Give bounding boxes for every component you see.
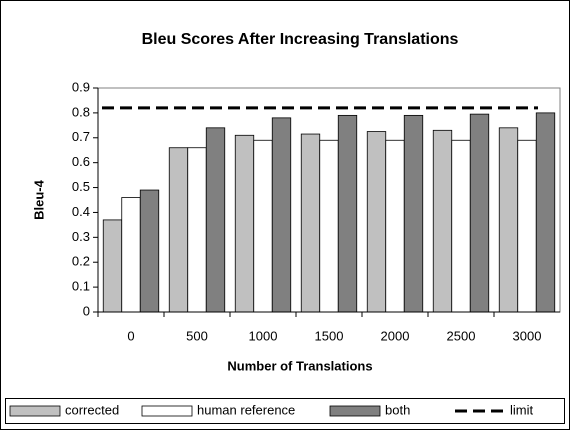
bar: [517, 139, 537, 313]
legend-swatch: [141, 405, 193, 417]
bar: [234, 134, 255, 313]
x-tick-label: 3000: [513, 328, 542, 343]
bar: [205, 127, 226, 313]
bar: [385, 139, 405, 313]
bar: [253, 139, 273, 313]
y-tick-label: 0: [83, 303, 90, 318]
chart-title: Bleu Scores After Increasing Translation…: [142, 31, 459, 48]
bar: [451, 139, 471, 313]
bar: [535, 112, 556, 313]
bar: [366, 131, 387, 313]
bar: [337, 114, 358, 313]
y-tick-label: 0.9: [72, 79, 90, 94]
y-tick-label: 0.6: [72, 154, 90, 169]
legend-swatch: [329, 405, 381, 417]
bar: [139, 189, 160, 313]
x-tick-label: 500: [186, 328, 208, 343]
legend-label: corrected: [65, 402, 119, 417]
x-tick-label: 0: [127, 328, 134, 343]
y-tick-label: 0.4: [72, 204, 90, 219]
x-tick-label: 2000: [381, 328, 410, 343]
y-tick-label: 0.7: [72, 129, 90, 144]
bar: [168, 147, 189, 313]
bar: [469, 113, 490, 313]
y-tick-label: 0.3: [72, 229, 90, 244]
y-tick-label: 0.5: [72, 179, 90, 194]
bar: [121, 197, 141, 313]
bar: [271, 117, 292, 313]
legend-label: human reference: [197, 402, 295, 417]
x-tick-label: 2500: [447, 328, 476, 343]
legend-label: limit: [510, 402, 533, 417]
legend-box: [5, 398, 565, 424]
bar: [319, 139, 339, 313]
bar: [432, 129, 453, 313]
bar: [187, 147, 207, 313]
bar: [403, 114, 424, 313]
y-tick-label: 0.2: [72, 254, 90, 269]
x-tick-label: 1000: [249, 328, 278, 343]
legend-swatch: [9, 405, 61, 417]
bar: [498, 127, 519, 313]
y-tick-label: 0.8: [72, 104, 90, 119]
x-tick-label: 1500: [315, 328, 344, 343]
bar: [300, 133, 321, 313]
y-tick-label: 0.1: [72, 279, 90, 294]
bar: [102, 219, 123, 313]
x-axis-title: Number of Translations: [227, 358, 372, 373]
y-axis-title: Bleu-4: [31, 179, 46, 220]
legend-label: both: [385, 402, 410, 417]
